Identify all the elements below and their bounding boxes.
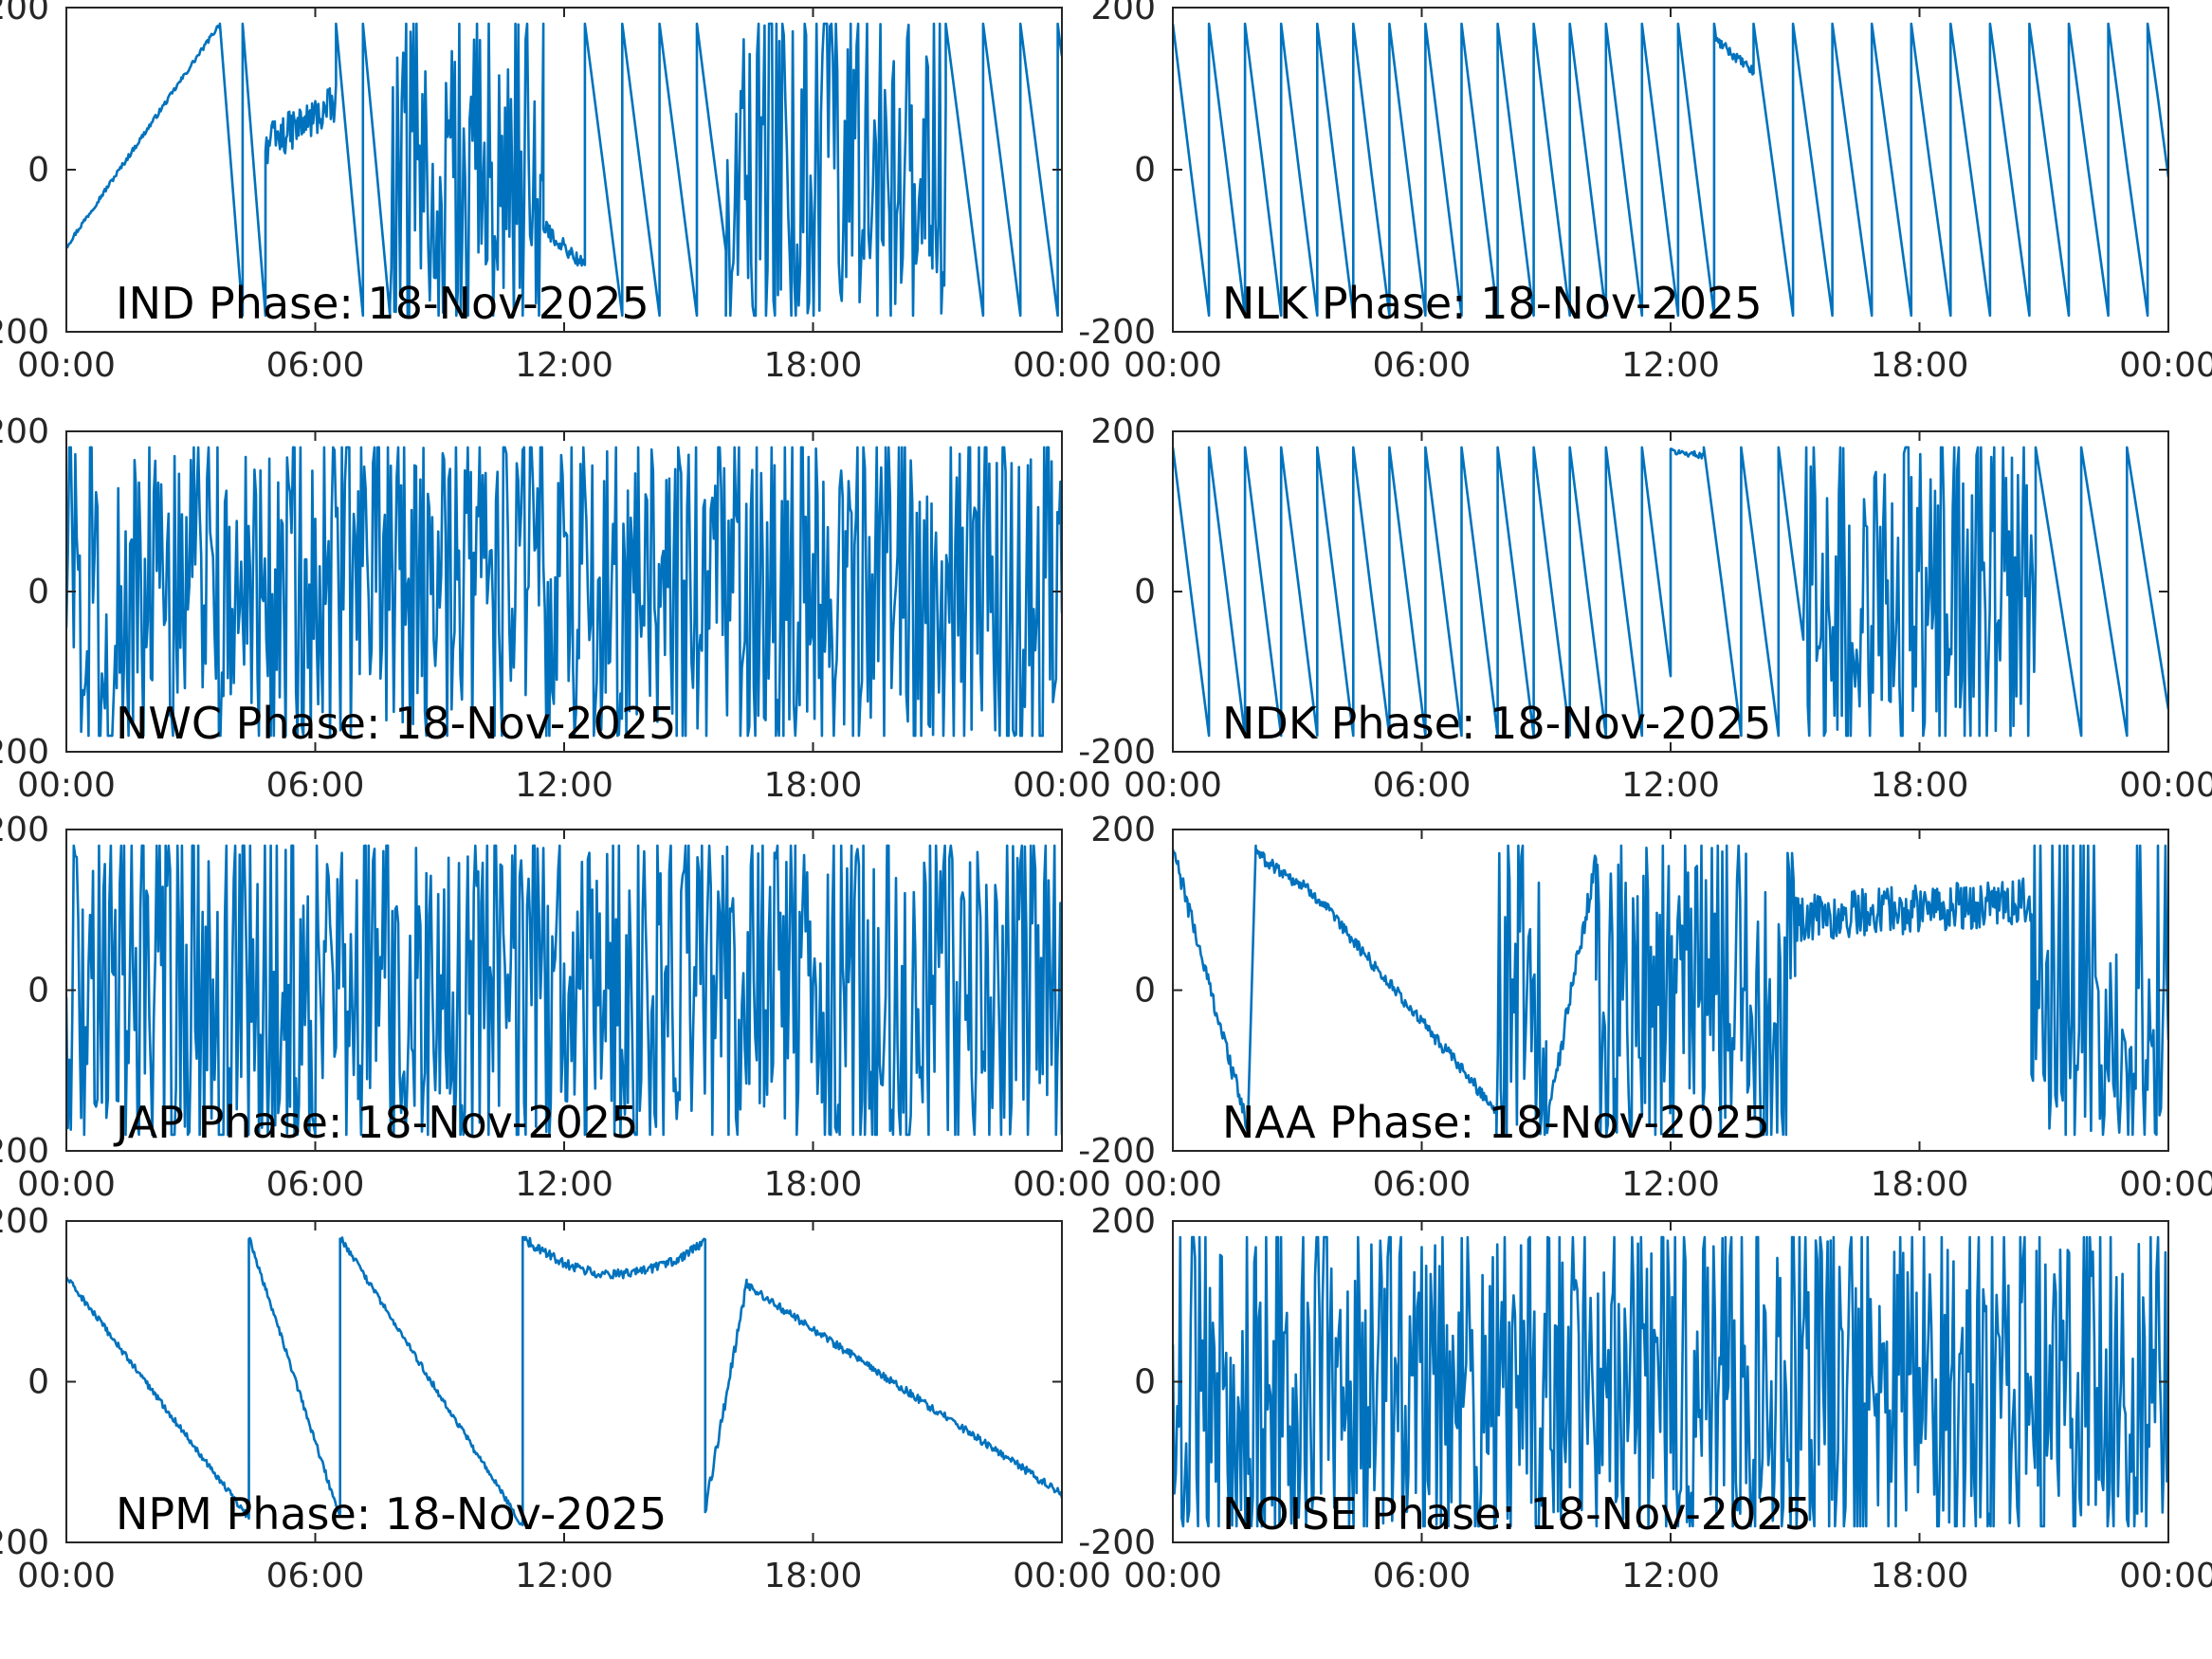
- x-tick-label: 00:00: [17, 766, 116, 805]
- y-tick-label: 200: [0, 0, 49, 27]
- y-tick-label: 200: [1090, 0, 1156, 27]
- phase-series-line: [1173, 22, 2168, 318]
- x-tick-label: 00:00: [17, 346, 116, 385]
- y-tick-label: 200: [1090, 811, 1156, 849]
- x-tick-label: 06:00: [1373, 1557, 1472, 1595]
- panel-annotation: IND Phase: 18-Nov-2025: [116, 278, 649, 329]
- y-tick-label: -200: [1078, 313, 1156, 352]
- x-tick-label: 00:00: [1013, 346, 1111, 385]
- x-tick-label: 06:00: [266, 766, 365, 805]
- phase-series-line: [66, 844, 1062, 1137]
- phase-series-line: [66, 446, 1062, 738]
- x-tick-label: 00:00: [1124, 1165, 1222, 1204]
- x-tick-label: 06:00: [266, 1557, 365, 1595]
- y-tick-label: -200: [1078, 733, 1156, 772]
- y-tick-label: 0: [1134, 1363, 1156, 1402]
- x-tick-label: 12:00: [1621, 766, 1720, 805]
- panel-annotation: NAA Phase: 18-Nov-2025: [1222, 1097, 1770, 1148]
- x-tick-label: 00:00: [17, 1165, 116, 1204]
- y-tick-label: 0: [1134, 972, 1156, 1011]
- x-tick-label: 12:00: [515, 1557, 613, 1595]
- x-tick-label: 06:00: [266, 1165, 365, 1204]
- x-tick-label: 18:00: [1871, 766, 1969, 805]
- x-tick-label: 06:00: [266, 346, 365, 385]
- phase-series-line: [66, 22, 1062, 318]
- y-tick-label: -200: [1078, 1523, 1156, 1562]
- x-tick-label: 00:00: [2119, 1557, 2212, 1595]
- x-tick-label: 00:00: [1124, 1557, 1222, 1595]
- x-tick-label: 00:00: [2119, 766, 2212, 805]
- panel-annotation: NPM Phase: 18-Nov-2025: [116, 1488, 667, 1540]
- x-tick-label: 12:00: [515, 1165, 613, 1204]
- x-tick-label: 00:00: [1013, 1165, 1111, 1204]
- x-tick-label: 06:00: [1373, 346, 1472, 385]
- y-tick-label: -200: [0, 1523, 49, 1562]
- y-tick-label: 200: [0, 1202, 49, 1241]
- y-tick-label: 0: [27, 972, 49, 1011]
- panel-annotation: NWC Phase: 18-Nov-2025: [116, 698, 676, 749]
- y-tick-label: -200: [0, 1132, 49, 1171]
- x-tick-label: 18:00: [1871, 1165, 1969, 1204]
- x-tick-label: 00:00: [17, 1557, 116, 1595]
- y-tick-label: 0: [27, 151, 49, 190]
- y-tick-label: -200: [1078, 1132, 1156, 1171]
- panel-annotation: NOISE Phase: 18-Nov-2025: [1222, 1488, 1812, 1540]
- x-tick-label: 00:00: [1124, 346, 1222, 385]
- x-tick-label: 00:00: [1124, 766, 1222, 805]
- x-tick-label: 18:00: [764, 1557, 863, 1595]
- x-tick-label: 18:00: [1871, 1557, 1969, 1595]
- y-tick-label: 0: [1134, 573, 1156, 611]
- x-tick-label: 00:00: [2119, 1165, 2212, 1204]
- y-tick-label: 0: [27, 1363, 49, 1402]
- x-tick-label: 18:00: [764, 766, 863, 805]
- y-tick-label: 200: [1090, 412, 1156, 451]
- phase-series-line: [1173, 446, 2168, 738]
- panel-annotation: NDK Phase: 18-Nov-2025: [1222, 698, 1771, 749]
- x-tick-label: 18:00: [1871, 346, 1969, 385]
- x-tick-label: 06:00: [1373, 1165, 1472, 1204]
- x-tick-label: 12:00: [1621, 1557, 1720, 1595]
- panel-annotation: JAP Phase: 18-Nov-2025: [113, 1097, 638, 1148]
- x-tick-label: 18:00: [764, 346, 863, 385]
- phase-series-line: [66, 1235, 1062, 1526]
- x-tick-label: 12:00: [515, 766, 613, 805]
- phase-series-line: [1173, 1235, 2168, 1528]
- x-tick-label: 12:00: [1621, 1165, 1720, 1204]
- phase-series-line: [1173, 844, 2168, 1137]
- x-tick-label: 00:00: [1013, 766, 1111, 805]
- panel-annotation: NLK Phase: 18-Nov-2025: [1222, 278, 1763, 329]
- x-tick-label: 18:00: [764, 1165, 863, 1204]
- y-tick-label: 0: [27, 573, 49, 611]
- y-tick-label: 0: [1134, 151, 1156, 190]
- y-tick-label: 200: [0, 811, 49, 849]
- y-tick-label: -200: [0, 733, 49, 772]
- x-tick-label: 00:00: [2119, 346, 2212, 385]
- y-tick-label: 200: [1090, 1202, 1156, 1241]
- x-tick-label: 12:00: [515, 346, 613, 385]
- x-tick-label: 06:00: [1373, 766, 1472, 805]
- x-tick-label: 00:00: [1013, 1557, 1111, 1595]
- y-tick-label: 200: [0, 412, 49, 451]
- y-tick-label: -200: [0, 313, 49, 352]
- x-tick-label: 12:00: [1621, 346, 1720, 385]
